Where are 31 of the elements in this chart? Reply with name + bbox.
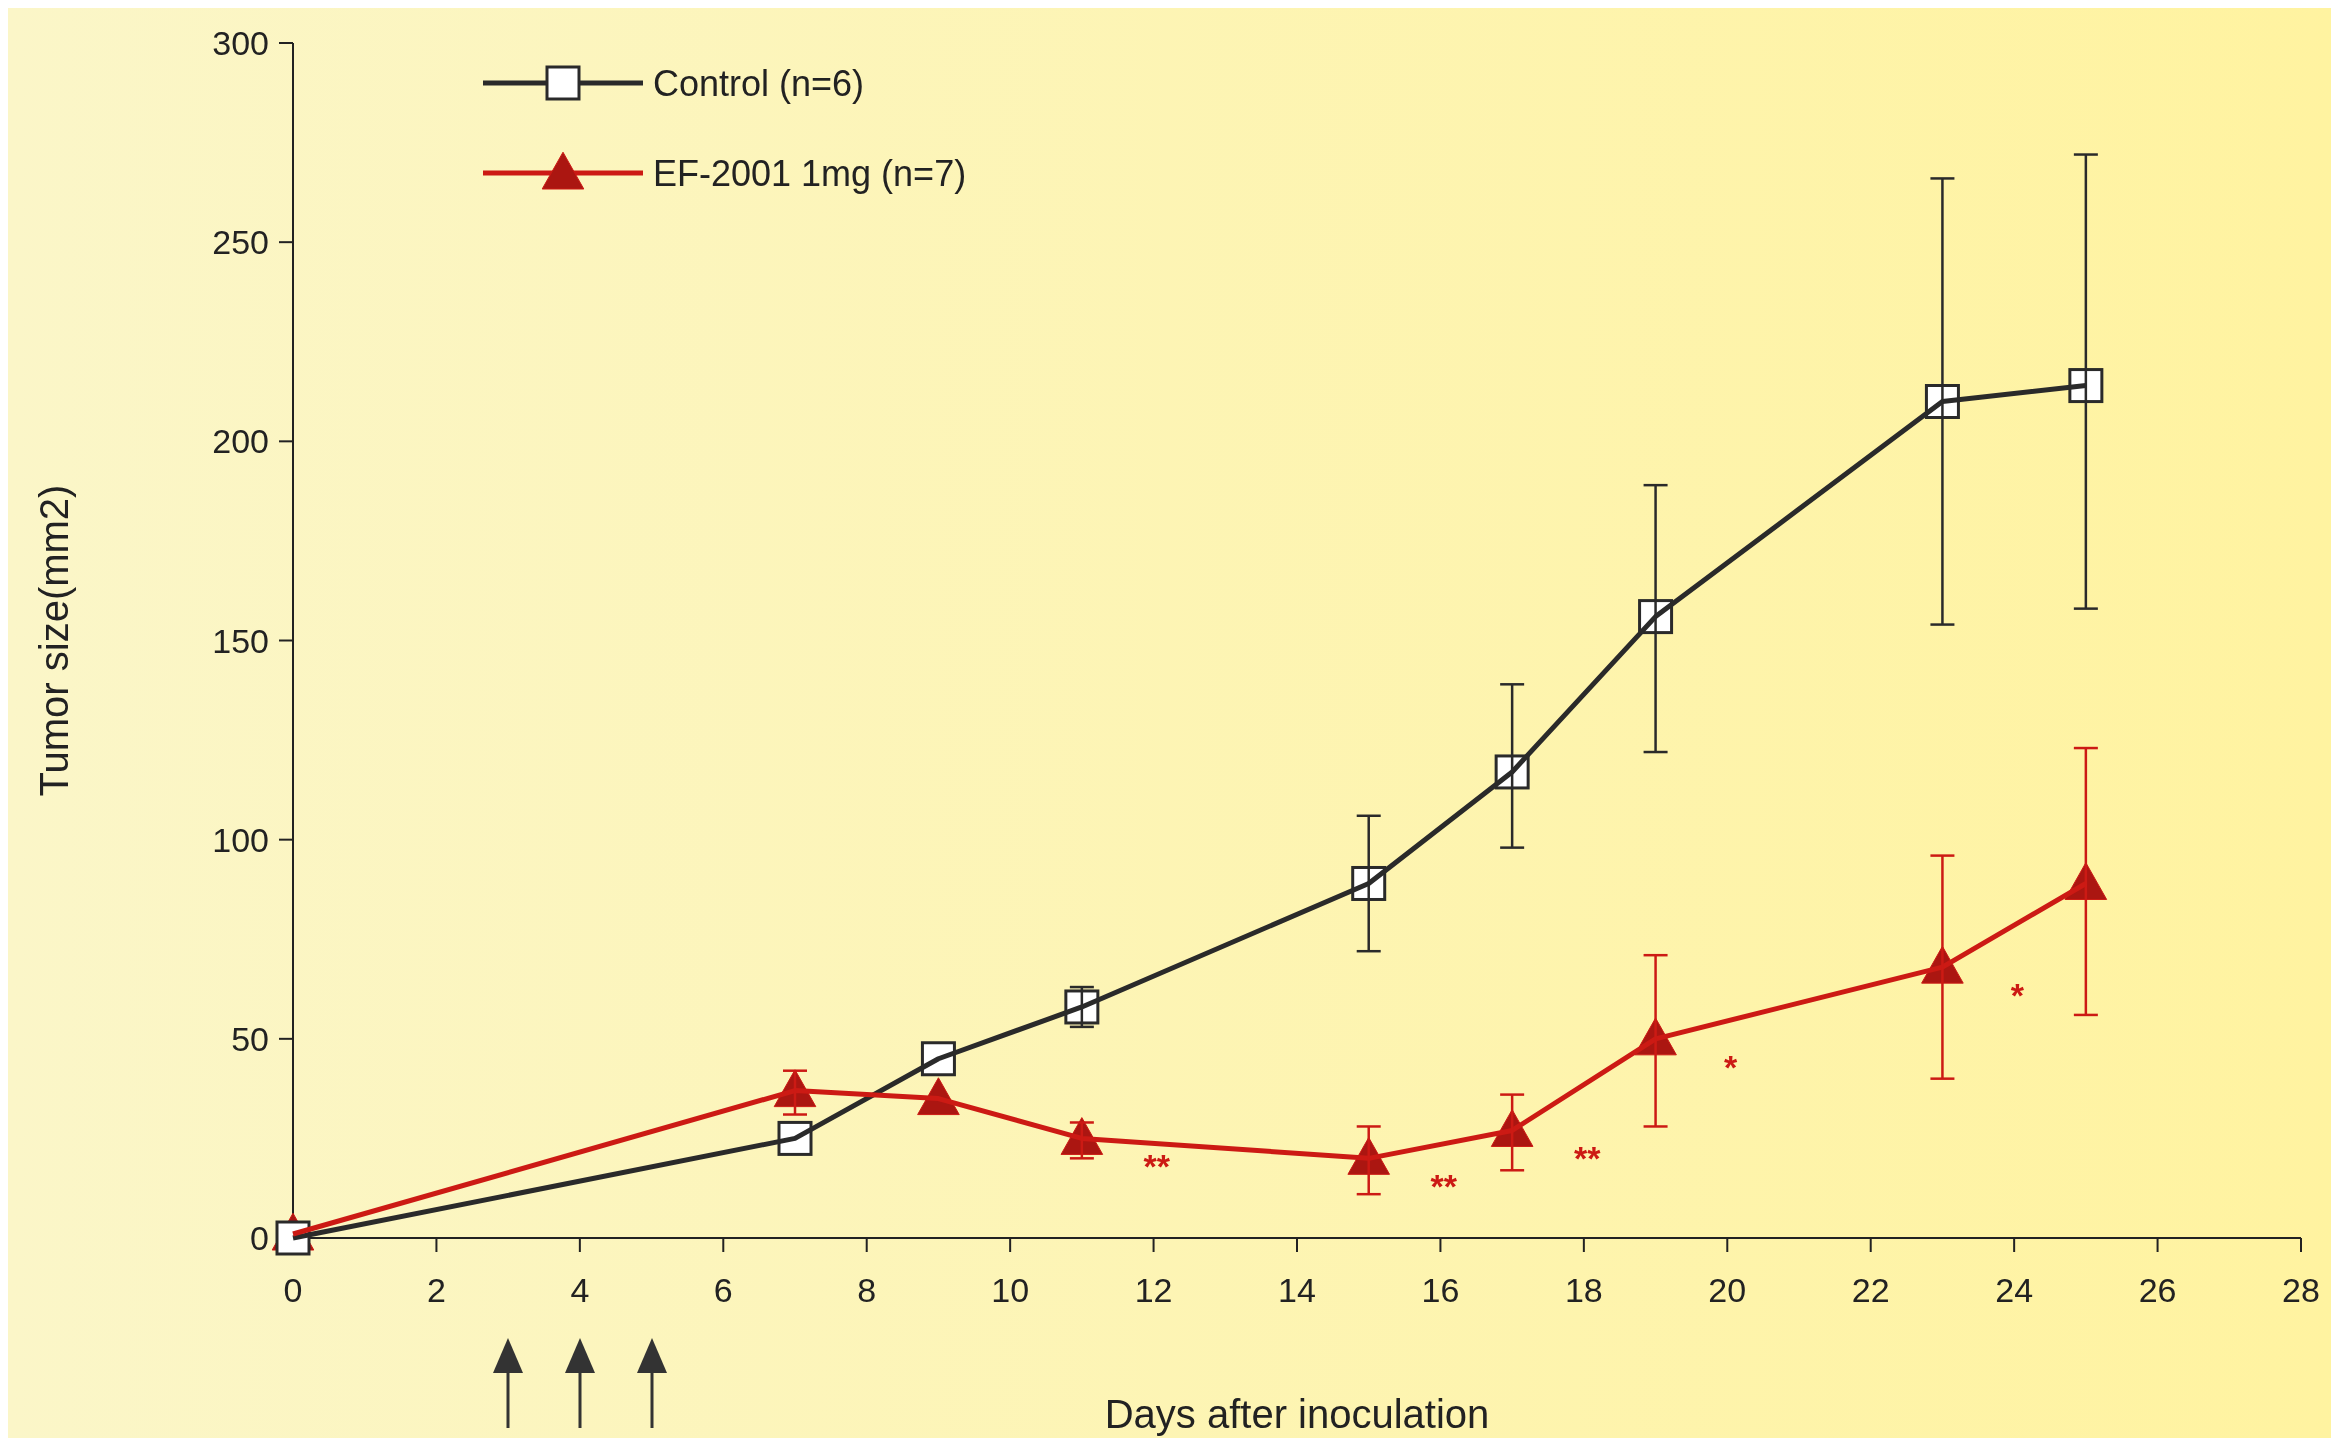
x-tick-label: 14: [1278, 1271, 1316, 1309]
legend-label: Control (n=6): [653, 62, 865, 104]
x-tick-label: 4: [570, 1271, 590, 1309]
x-tick-label: 6: [713, 1271, 733, 1309]
y-tick-label: 100: [212, 820, 269, 859]
x-tick-label: 2: [426, 1271, 446, 1309]
legend-label: EF-2001 1mg (n=7): [653, 152, 967, 194]
y-tick-label: 50: [231, 1019, 269, 1058]
y-axis-title: Tumor size(mm2): [32, 484, 76, 797]
annotation: *: [1723, 1047, 1738, 1086]
x-tick-label: 0: [283, 1271, 303, 1309]
x-tick-label: 16: [1421, 1271, 1460, 1309]
x-tick-label: 24: [1995, 1271, 2034, 1309]
y-tick-label: 200: [212, 422, 269, 461]
annotation: **: [1143, 1147, 1171, 1186]
y-tick-label: 300: [212, 24, 269, 62]
x-tick-label: 20: [1708, 1271, 1747, 1309]
x-tick-label: 12: [1134, 1271, 1173, 1309]
x-axis-title: Days after inoculation: [1104, 1392, 1490, 1436]
x-tick-label: 28: [2282, 1271, 2320, 1309]
x-tick-label: 8: [857, 1271, 877, 1309]
annotation: **: [1430, 1167, 1458, 1206]
x-tick-label: 26: [2138, 1271, 2177, 1309]
y-tick-label: 0: [250, 1219, 269, 1257]
x-tick-label: 10: [991, 1271, 1030, 1309]
x-tick-label: 18: [1564, 1271, 1603, 1309]
y-tick-label: 250: [212, 223, 269, 262]
x-tick-label: 22: [1851, 1271, 1890, 1309]
annotation: *: [2010, 976, 2025, 1015]
y-tick-label: 150: [212, 621, 269, 660]
annotation: **: [1573, 1139, 1602, 1178]
